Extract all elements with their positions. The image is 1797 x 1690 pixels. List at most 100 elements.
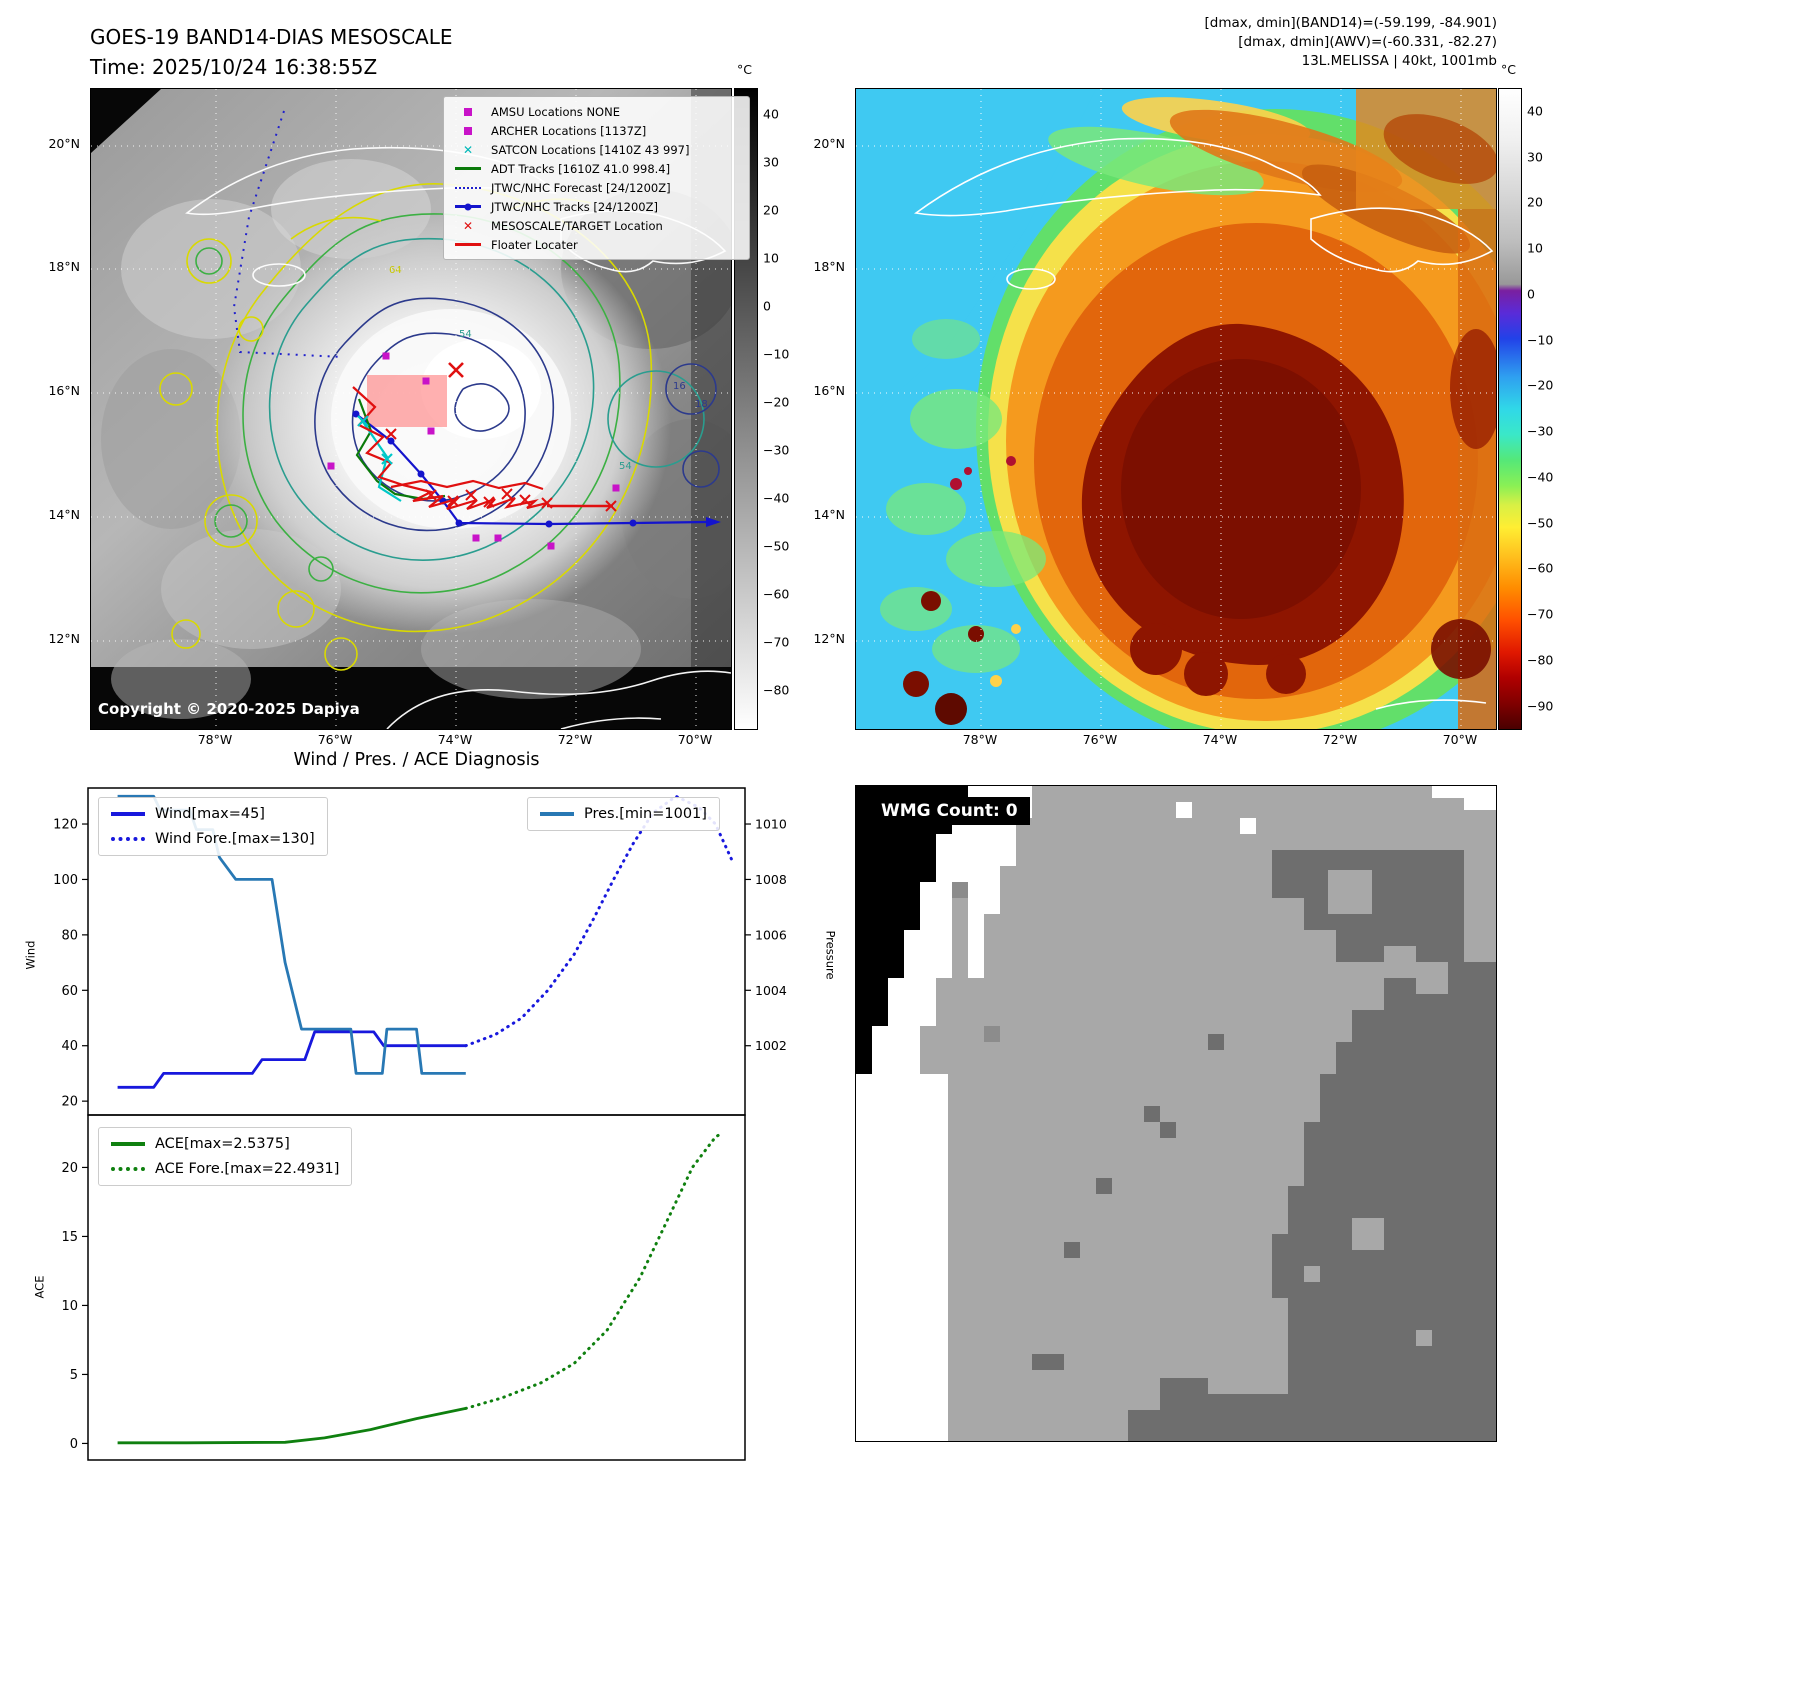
lat-tick-label: 18°N	[813, 259, 845, 274]
satcon-x-markers	[357, 415, 393, 465]
contour-label: 16	[673, 381, 686, 392]
band14-map-legend: AMSU Locations NONE ARCHER Locations [113…	[443, 96, 750, 260]
map-legend-label: SATCON Locations [1410Z 43 997]	[491, 142, 690, 157]
colorbar-tick: −40	[1527, 469, 1554, 485]
colorbar-tick: 20	[1527, 194, 1543, 210]
colorbar-tick: 30	[1527, 149, 1543, 165]
colorbar-tick: 0	[763, 298, 771, 314]
lon-tick-label: 78°W	[962, 732, 998, 747]
map-legend-label: ADT Tracks [1610Z 41.0 998.4]	[491, 161, 671, 176]
colorbar-tick: 30	[763, 154, 779, 170]
svg-text:1004: 1004	[755, 983, 787, 998]
svg-text:60: 60	[61, 984, 78, 999]
awv-dmax-band14: [dmax, dmin](BAND14)=(-59.199, -84.901)	[1204, 15, 1497, 31]
colorbar-tick: −40	[763, 490, 790, 506]
map-legend-item: Floater Locater	[453, 237, 740, 252]
map-legend-label: MESOSCALE/TARGET Location	[491, 218, 663, 233]
lon-tick-label: 78°W	[197, 732, 233, 747]
svg-text:80: 80	[61, 928, 78, 943]
svg-text:120: 120	[53, 818, 78, 833]
svg-text:40: 40	[61, 1039, 78, 1054]
legend-item: Wind[max=45]	[111, 806, 315, 822]
band14-lon-axis: 78°W 76°W 74°W 72°W 70°W	[90, 732, 730, 752]
contour-label: 54	[619, 461, 632, 472]
band14-time: Time: 2025/10/24 16:38:55Z	[90, 55, 378, 79]
colorbar-tick: −70	[1527, 606, 1554, 622]
band14-title: GOES-19 BAND14-DIAS MESOSCALE	[90, 25, 453, 49]
awv-lon-axis: 78°W 76°W 74°W 72°W 70°W	[855, 732, 1495, 752]
lat-tick-label: 20°N	[48, 136, 80, 151]
colorbar-tick: −20	[763, 394, 790, 410]
colorbar-tick: −10	[763, 346, 790, 362]
ir-contours	[159, 183, 720, 671]
legend-item: ACE[max=2.5375]	[111, 1136, 339, 1152]
lon-tick-label: 74°W	[437, 732, 473, 747]
colorbar-tick: 10	[763, 250, 779, 266]
colorbar-tick: −60	[1527, 560, 1554, 576]
map-legend-label: AMSU Locations NONE	[491, 104, 620, 119]
colorbar-tick: −60	[763, 586, 790, 602]
colorbar-tick: 0	[1527, 286, 1535, 302]
colorbar-tick: 40	[763, 106, 779, 122]
line-marker-icon	[453, 243, 483, 246]
lon-tick-label: 72°W	[1322, 732, 1358, 747]
wmg-count-label: WMG Count: 0	[869, 797, 1030, 825]
legend-line-sample	[111, 1142, 145, 1146]
map-legend-label: Floater Locater	[491, 237, 578, 252]
wind-legend: Wind[max=45] Wind Fore.[max=130]	[98, 797, 328, 856]
map-legend-item: JTWC/NHC Forecast [24/1200Z]	[453, 180, 740, 195]
lat-tick-label: 12°N	[813, 631, 845, 646]
legend-label: Wind[max=45]	[155, 806, 265, 822]
awv-dmax-awv: [dmax, dmin](AWV)=(-60.331, -82.27)	[1238, 34, 1497, 50]
map-legend-label: JTWC/NHC Tracks [24/1200Z]	[491, 199, 658, 214]
lat-tick-label: 12°N	[48, 631, 80, 646]
mesoscale-target-x	[448, 362, 464, 378]
svg-text:20: 20	[61, 1161, 78, 1176]
contour-label: 54	[459, 329, 472, 340]
lon-tick-label: 70°W	[677, 732, 713, 747]
lat-tick-label: 20°N	[813, 136, 845, 151]
lon-tick-label: 74°W	[1202, 732, 1238, 747]
colorbar-tick: −50	[1527, 515, 1554, 531]
map-legend-item: ✕ SATCON Locations [1410Z 43 997]	[453, 142, 740, 157]
map-legend-label: JTWC/NHC Forecast [24/1200Z]	[491, 180, 671, 195]
legend-item: Pres.[min=1001]	[540, 806, 707, 822]
svg-text:0: 0	[70, 1437, 78, 1452]
floater-x-markers	[385, 428, 617, 512]
colorbar-tick: −70	[763, 634, 790, 650]
series-ACE[max=2.5375]	[117, 1407, 467, 1445]
map-legend-item: ADT Tracks [1610Z 41.0 998.4]	[453, 161, 740, 176]
lon-tick-label: 76°W	[1082, 732, 1118, 747]
pressure-legend: Pres.[min=1001]	[527, 797, 720, 831]
map-legend-item: ✕ MESOSCALE/TARGET Location	[453, 218, 740, 233]
legend-line-sample	[111, 812, 145, 816]
lat-tick-label: 14°N	[48, 507, 80, 522]
ace-legend: ACE[max=2.5375] ACE Fore.[max=22.4931]	[98, 1127, 353, 1186]
legend-label: ACE[max=2.5375]	[155, 1136, 290, 1152]
dotted-marker-icon	[453, 186, 483, 189]
square-marker-icon	[453, 126, 483, 135]
map-legend-item: ARCHER Locations [1137Z]	[453, 123, 740, 138]
band14-colorbar-unit: °C	[737, 62, 752, 77]
lat-tick-label: 18°N	[48, 259, 80, 274]
lat-tick-label: 16°N	[48, 383, 80, 398]
series-ACE Fore.[max=22.4931]	[464, 1131, 724, 1410]
diagnosis-title: Wind / Pres. / ACE Diagnosis	[293, 750, 540, 770]
awv-lat-axis: 20°N 18°N 16°N 14°N 12°N	[799, 88, 847, 728]
band14-lat-axis: 20°N 18°N 16°N 14°N 12°N	[34, 88, 82, 728]
colorbar-tick: −90	[1527, 698, 1554, 713]
legend-label: ACE Fore.[max=22.4931]	[155, 1161, 340, 1177]
legend-item: ACE Fore.[max=22.4931]	[111, 1161, 339, 1177]
svg-text:1006: 1006	[755, 927, 787, 942]
map-legend-item: JTWC/NHC Tracks [24/1200Z]	[453, 199, 740, 214]
colorbar-tick: −30	[1527, 423, 1554, 439]
colorbar-tick: 20	[763, 202, 779, 218]
series-Wind Fore.[max=130]	[464, 794, 734, 1048]
legend-label: Wind Fore.[max=130]	[155, 831, 315, 847]
band14-title-block: GOES-19 BAND14-DIAS MESOSCALE Time: 2025…	[90, 22, 453, 82]
lon-tick-label: 72°W	[557, 732, 593, 747]
lat-tick-label: 16°N	[813, 383, 845, 398]
colorbar-tick: −80	[763, 682, 790, 698]
legend-label: Pres.[min=1001]	[584, 806, 707, 822]
colorbar-tick: −30	[763, 442, 790, 458]
